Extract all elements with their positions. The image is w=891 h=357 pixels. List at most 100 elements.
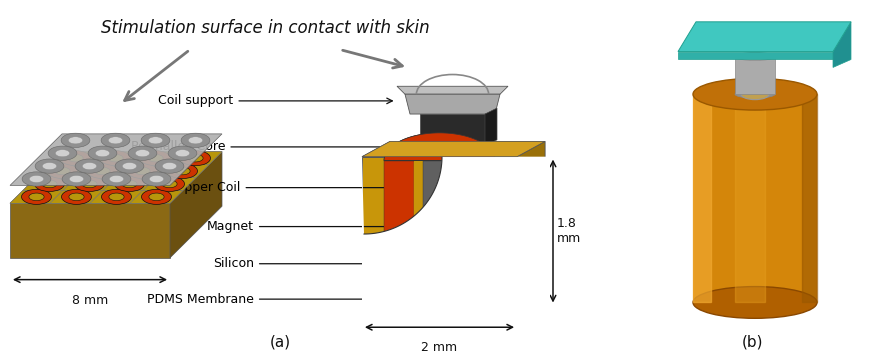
Ellipse shape bbox=[69, 193, 84, 201]
Ellipse shape bbox=[149, 193, 164, 201]
Ellipse shape bbox=[122, 180, 137, 188]
Ellipse shape bbox=[75, 159, 104, 173]
Ellipse shape bbox=[122, 162, 136, 170]
Ellipse shape bbox=[168, 164, 198, 178]
Text: Silicon: Silicon bbox=[213, 257, 392, 270]
Ellipse shape bbox=[141, 151, 170, 166]
Polygon shape bbox=[170, 152, 222, 258]
Ellipse shape bbox=[82, 180, 97, 188]
Polygon shape bbox=[156, 165, 209, 177]
Polygon shape bbox=[465, 161, 495, 301]
Polygon shape bbox=[405, 94, 500, 114]
Ellipse shape bbox=[61, 151, 91, 166]
Ellipse shape bbox=[61, 189, 92, 204]
Text: Stimulation surface in contact with skin: Stimulation surface in contact with skin bbox=[101, 19, 429, 37]
Text: 8 mm: 8 mm bbox=[72, 293, 108, 307]
Polygon shape bbox=[103, 177, 156, 190]
Ellipse shape bbox=[88, 146, 117, 160]
Polygon shape bbox=[362, 141, 545, 157]
Polygon shape bbox=[143, 177, 196, 190]
Polygon shape bbox=[735, 56, 775, 94]
Text: Permalloy Core: Permalloy Core bbox=[131, 140, 392, 154]
Ellipse shape bbox=[142, 189, 171, 204]
Ellipse shape bbox=[82, 162, 97, 170]
Ellipse shape bbox=[128, 146, 157, 160]
Ellipse shape bbox=[87, 164, 118, 178]
Ellipse shape bbox=[176, 150, 190, 157]
Ellipse shape bbox=[22, 172, 51, 186]
Ellipse shape bbox=[102, 189, 132, 204]
Ellipse shape bbox=[69, 175, 84, 182]
Ellipse shape bbox=[75, 176, 104, 191]
Ellipse shape bbox=[108, 154, 123, 162]
Polygon shape bbox=[362, 157, 517, 306]
Ellipse shape bbox=[181, 151, 210, 166]
Ellipse shape bbox=[101, 133, 130, 147]
Ellipse shape bbox=[127, 164, 158, 178]
Polygon shape bbox=[36, 165, 89, 177]
Ellipse shape bbox=[35, 159, 64, 173]
Polygon shape bbox=[129, 152, 182, 165]
Text: 2 mm: 2 mm bbox=[421, 341, 458, 354]
Polygon shape bbox=[130, 190, 183, 203]
Polygon shape bbox=[10, 152, 222, 203]
Ellipse shape bbox=[162, 162, 176, 170]
Text: (b): (b) bbox=[742, 334, 764, 349]
Ellipse shape bbox=[95, 167, 110, 175]
Polygon shape bbox=[10, 190, 63, 203]
Ellipse shape bbox=[47, 164, 78, 178]
Polygon shape bbox=[384, 133, 495, 161]
Ellipse shape bbox=[181, 133, 210, 147]
Ellipse shape bbox=[150, 175, 164, 182]
Ellipse shape bbox=[110, 175, 124, 182]
Ellipse shape bbox=[115, 159, 144, 173]
Polygon shape bbox=[423, 161, 455, 301]
Polygon shape bbox=[50, 190, 103, 203]
Polygon shape bbox=[63, 177, 116, 190]
Text: Magnet: Magnet bbox=[207, 220, 392, 233]
Polygon shape bbox=[384, 133, 495, 161]
Text: PDMS Membrane: PDMS Membrane bbox=[147, 293, 392, 306]
Polygon shape bbox=[397, 86, 508, 94]
Ellipse shape bbox=[148, 137, 163, 144]
Polygon shape bbox=[833, 22, 851, 67]
Ellipse shape bbox=[115, 176, 144, 191]
Polygon shape bbox=[423, 161, 455, 301]
Ellipse shape bbox=[175, 167, 190, 175]
Ellipse shape bbox=[68, 154, 83, 162]
Polygon shape bbox=[10, 134, 222, 185]
Ellipse shape bbox=[55, 150, 69, 157]
Polygon shape bbox=[678, 22, 851, 51]
Text: (a): (a) bbox=[270, 334, 291, 349]
Polygon shape bbox=[90, 190, 143, 203]
Ellipse shape bbox=[55, 167, 70, 175]
Ellipse shape bbox=[735, 90, 775, 98]
Ellipse shape bbox=[95, 150, 110, 157]
Polygon shape bbox=[802, 94, 817, 302]
Ellipse shape bbox=[42, 162, 57, 170]
Polygon shape bbox=[76, 165, 129, 177]
Ellipse shape bbox=[155, 159, 184, 173]
Text: Coil support: Coil support bbox=[159, 94, 392, 107]
Ellipse shape bbox=[62, 172, 91, 186]
Polygon shape bbox=[49, 152, 102, 165]
Ellipse shape bbox=[69, 137, 83, 144]
Polygon shape bbox=[89, 152, 142, 165]
Ellipse shape bbox=[35, 176, 64, 191]
Polygon shape bbox=[735, 94, 765, 302]
Ellipse shape bbox=[109, 137, 123, 144]
Ellipse shape bbox=[188, 154, 203, 162]
Polygon shape bbox=[362, 141, 545, 157]
Ellipse shape bbox=[109, 193, 124, 201]
Ellipse shape bbox=[735, 52, 775, 60]
Polygon shape bbox=[384, 161, 414, 301]
Ellipse shape bbox=[21, 189, 52, 204]
Polygon shape bbox=[116, 165, 169, 177]
Ellipse shape bbox=[741, 89, 769, 100]
Ellipse shape bbox=[168, 146, 197, 160]
Ellipse shape bbox=[102, 172, 131, 186]
Polygon shape bbox=[414, 161, 465, 301]
Ellipse shape bbox=[48, 146, 77, 160]
Ellipse shape bbox=[42, 180, 57, 188]
Ellipse shape bbox=[162, 180, 177, 188]
